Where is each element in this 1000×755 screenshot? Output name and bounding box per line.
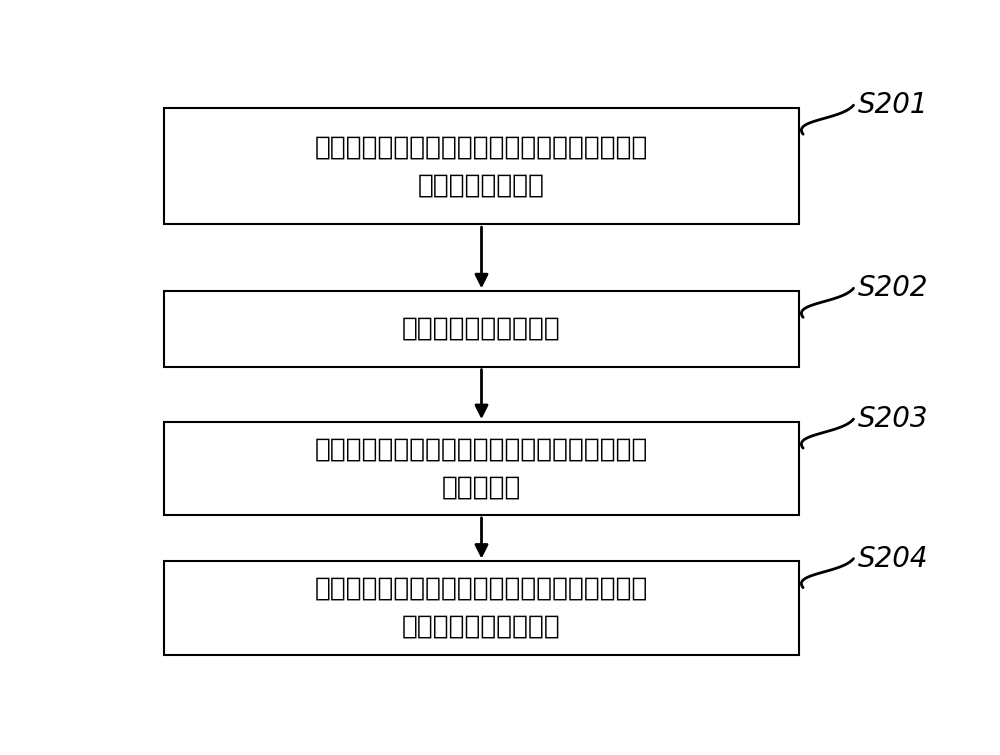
Text: S203: S203	[857, 405, 928, 433]
FancyBboxPatch shape	[164, 562, 799, 655]
Text: 在控制饮水设备出水的过程中，获取饮水设备的
出水量参数: 在控制饮水设备出水的过程中，获取饮水设备的 出水量参数	[315, 436, 648, 501]
FancyBboxPatch shape	[164, 291, 799, 367]
Text: 响应于出水指示，通过图像采集装置和参照物获
取目标水杯的容量: 响应于出水指示，通过图像采集装置和参照物获 取目标水杯的容量	[315, 134, 648, 198]
Text: S202: S202	[857, 274, 928, 302]
Text: 基于目标水杯的容量和饮水设备的出水量参数，
控制饮水设备停止出水: 基于目标水杯的容量和饮水设备的出水量参数， 控制饮水设备停止出水	[315, 576, 648, 640]
Text: S204: S204	[857, 544, 928, 572]
Text: 控制饮水设备开始出水: 控制饮水设备开始出水	[402, 316, 561, 342]
Text: S201: S201	[857, 91, 928, 119]
FancyBboxPatch shape	[164, 422, 799, 515]
FancyBboxPatch shape	[164, 108, 799, 224]
